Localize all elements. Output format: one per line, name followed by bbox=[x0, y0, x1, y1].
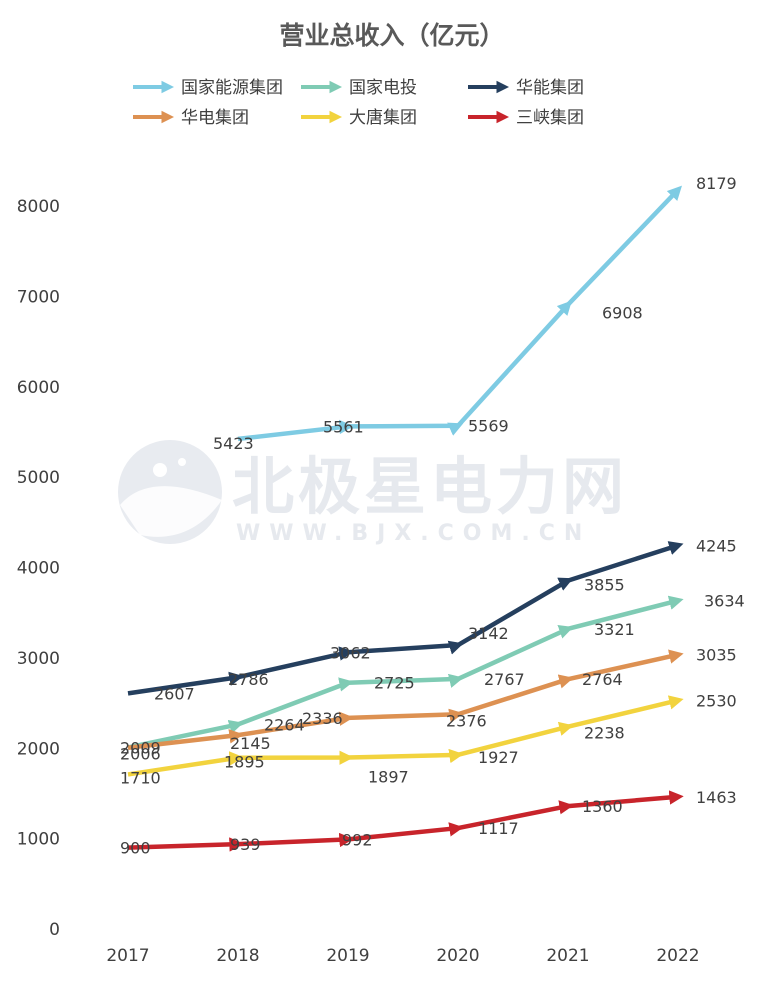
y-axis: 0 1000 2000 3000 4000 5000 6000 7000 8000 bbox=[17, 197, 60, 940]
legend-label: 国家能源集团 bbox=[181, 78, 283, 98]
y-tick-label: 3000 bbox=[17, 649, 60, 669]
series-5-data-label: 1927 bbox=[478, 748, 519, 767]
series-2-data-label: 3634 bbox=[704, 592, 745, 611]
watermark-main-text: 北极星电力网 bbox=[232, 450, 628, 523]
series-2-data-label: 2264 bbox=[264, 715, 305, 734]
series-2-data-label: 2767 bbox=[484, 670, 525, 689]
x-axis: 2017 2018 2019 2020 2021 2022 bbox=[106, 946, 699, 966]
legend-item-series-3: 华能集团 bbox=[468, 78, 584, 98]
series-6-data-label: 992 bbox=[342, 830, 373, 849]
series-6-line bbox=[127, 790, 684, 852]
data-labels: 5423 5561 5569 6908 8179 2009 2264 2725 2767 3321… bbox=[120, 174, 745, 858]
legend-item-series-2: 国家电投 bbox=[301, 78, 417, 98]
legend-item-series-5: 大唐集团 bbox=[301, 107, 417, 128]
watermark: 北极星电力网 WWW.BJX.COM.CN bbox=[118, 440, 628, 546]
legend-item-series-6: 三峡集团 bbox=[468, 108, 584, 128]
y-tick-label: 8000 bbox=[17, 197, 60, 217]
series-3-data-label: 2607 bbox=[154, 684, 195, 703]
series-lines bbox=[127, 185, 684, 852]
series-6-data-label: 939 bbox=[230, 835, 261, 854]
series-2-data-label: 2725 bbox=[374, 674, 415, 693]
x-tick-label: 2022 bbox=[656, 946, 699, 966]
x-tick-label: 2019 bbox=[326, 946, 369, 966]
y-tick-label: 5000 bbox=[17, 468, 60, 488]
series-3-data-label: 2786 bbox=[228, 670, 269, 689]
series-1-line bbox=[237, 185, 682, 442]
series-4-data-label: 2764 bbox=[582, 670, 623, 689]
series-4-data-label: 2145 bbox=[230, 734, 271, 753]
series-6-data-label: 1360 bbox=[582, 797, 623, 816]
y-tick-label: 2000 bbox=[17, 739, 60, 759]
y-tick-label: 7000 bbox=[17, 287, 60, 307]
series-6-data-label: 900 bbox=[120, 839, 151, 858]
series-1-data-label: 8179 bbox=[696, 174, 737, 193]
y-tick-label: 6000 bbox=[17, 378, 60, 398]
series-5-data-label: 1895 bbox=[224, 753, 265, 772]
series-4-data-label: 2376 bbox=[446, 711, 487, 730]
legend-label: 国家电投 bbox=[349, 78, 417, 98]
series-1-data-label: 6908 bbox=[602, 304, 643, 323]
series-3-data-label: 4245 bbox=[696, 536, 737, 555]
x-tick-label: 2020 bbox=[436, 946, 479, 966]
series-3-line bbox=[127, 541, 684, 696]
series-2-data-label: 2009 bbox=[120, 738, 161, 757]
series-5-data-label: 2238 bbox=[584, 724, 625, 743]
series-3-data-label: 3142 bbox=[468, 624, 509, 643]
x-tick-label: 2018 bbox=[216, 946, 259, 966]
series-6-data-label: 1117 bbox=[478, 819, 519, 838]
series-3-data-label: 3062 bbox=[330, 643, 371, 662]
y-tick-label: 0 bbox=[49, 920, 60, 940]
y-tick-label: 4000 bbox=[17, 559, 60, 579]
legend-label: 华能集团 bbox=[516, 78, 584, 98]
series-1-data-label: 5569 bbox=[468, 417, 509, 436]
series-5-data-label: 1897 bbox=[368, 768, 409, 787]
series-4-data-label: 2006 bbox=[120, 745, 161, 764]
legend-label: 华电集团 bbox=[181, 108, 249, 128]
series-4-data-label: 2336 bbox=[302, 709, 343, 728]
legend-label: 三峡集团 bbox=[516, 108, 584, 128]
x-tick-label: 2021 bbox=[546, 946, 589, 966]
series-4-data-label: 3035 bbox=[696, 646, 737, 665]
watermark-logo-icon bbox=[118, 440, 222, 544]
series-6-data-label: 1463 bbox=[696, 788, 737, 807]
chart-title: 营业总收入（亿元） bbox=[279, 21, 504, 50]
legend-item-series-1: 国家能源集团 bbox=[133, 78, 283, 98]
x-tick-label: 2017 bbox=[106, 946, 149, 966]
series-1-data-label: 5561 bbox=[323, 417, 364, 436]
watermark-sub-text: WWW.BJX.COM.CN bbox=[236, 521, 591, 546]
legend-label: 大唐集团 bbox=[349, 107, 417, 128]
series-2-data-label: 3321 bbox=[594, 620, 635, 639]
series-1-data-label: 5423 bbox=[213, 434, 254, 453]
series-5-data-label: 1710 bbox=[120, 768, 161, 787]
legend-item-series-4: 华电集团 bbox=[133, 108, 249, 128]
series-3-data-label: 3855 bbox=[584, 576, 625, 595]
y-tick-label: 1000 bbox=[17, 830, 60, 850]
series-5-line bbox=[127, 695, 684, 777]
series-5-data-label: 2530 bbox=[696, 691, 737, 710]
